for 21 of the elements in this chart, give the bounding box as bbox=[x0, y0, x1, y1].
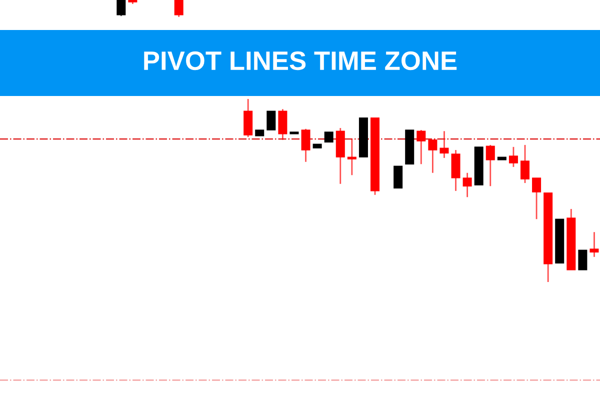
candlestick bbox=[508, 146, 518, 168]
candlestick bbox=[486, 144, 495, 187]
candlestick bbox=[347, 138, 356, 176]
candlestick bbox=[462, 172, 472, 198]
candlestick bbox=[394, 166, 403, 188]
candlestick bbox=[416, 129, 426, 165]
candlestick bbox=[244, 98, 253, 138]
candlestick bbox=[266, 110, 276, 130]
candlestick bbox=[532, 177, 542, 220]
candlestick bbox=[440, 130, 449, 159]
candlestick bbox=[428, 139, 438, 174]
candlestick bbox=[324, 132, 334, 142]
candlestick bbox=[578, 250, 588, 270]
candlestick bbox=[451, 149, 460, 192]
candlestick bbox=[116, 0, 126, 17]
candlestick bbox=[520, 144, 530, 184]
text: PIVOT LINES TIME ZONE bbox=[144, 51, 457, 70]
candlestick bbox=[174, 0, 184, 18]
candlestick bbox=[590, 231, 599, 258]
candlestick bbox=[278, 108, 288, 141]
candlestick bbox=[301, 128, 310, 163]
